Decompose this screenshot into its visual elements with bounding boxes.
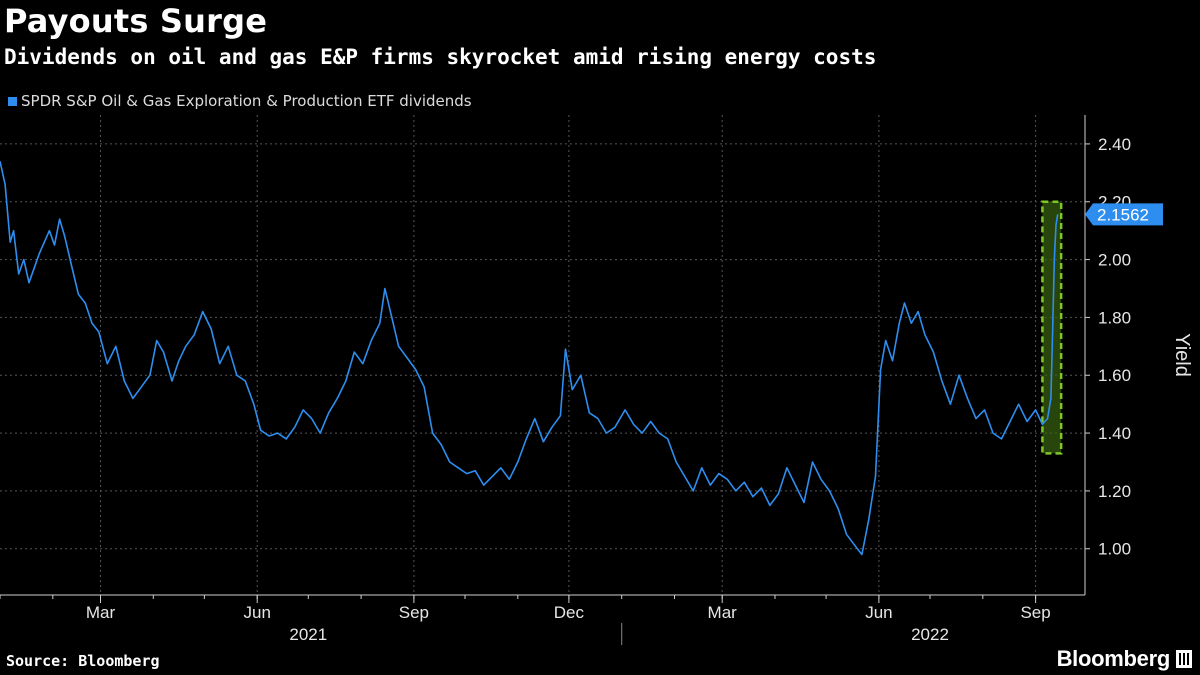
y-axis-title: Yield: [1171, 333, 1193, 377]
series-layer: [0, 161, 1059, 556]
chart-title: Payouts Surge: [4, 2, 268, 40]
axes: [0, 115, 1090, 645]
highlight-box: [1041, 200, 1063, 455]
x-tick-label: Dec: [554, 603, 585, 622]
y-tick-label: 1.00: [1098, 540, 1131, 559]
highlight-layer: [1041, 200, 1063, 455]
last-value-badge: [1085, 203, 1163, 226]
x-tick-label: Jun: [243, 603, 270, 622]
y-tick-label: 2.00: [1098, 251, 1131, 270]
y-tick-label: 1.60: [1098, 366, 1131, 385]
legend: SPDR S&P Oil & Gas Exploration & Product…: [8, 92, 472, 110]
x-tick-label: Sep: [399, 603, 429, 622]
y-tick-label: 2.40: [1098, 135, 1131, 154]
x-tick-label: Mar: [708, 603, 738, 622]
last-value-label: 2.1562: [1097, 205, 1149, 224]
chart-subtitle: Dividends on oil and gas E&P firms skyro…: [4, 45, 877, 69]
grid: [0, 115, 1085, 595]
y-tick-label: 1.80: [1098, 308, 1131, 327]
x-tick-label: Sep: [1020, 603, 1050, 622]
series-line: [0, 161, 1059, 556]
brand-logo: Bloomberg: [1056, 646, 1171, 671]
terminal-icon: [1176, 650, 1192, 668]
y-tick-label: 1.40: [1098, 424, 1131, 443]
x-tick-label: Jun: [865, 603, 892, 622]
source-note: Source: Bloomberg: [6, 652, 160, 670]
legend-label: SPDR S&P Oil & Gas Exploration & Product…: [21, 92, 472, 110]
legend-swatch: [8, 96, 17, 106]
x-tick-label: Mar: [86, 603, 116, 622]
year-label: 2021: [289, 625, 327, 644]
y-tick-label: 1.20: [1098, 482, 1131, 501]
year-label: 2022: [911, 625, 949, 644]
